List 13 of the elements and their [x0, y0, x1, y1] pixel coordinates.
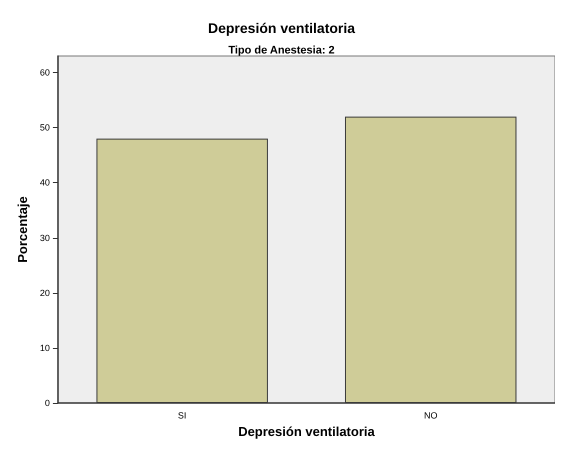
- chart-title: Depresión ventilatoria: [208, 20, 356, 36]
- y-axis-title: Porcentaje: [15, 196, 30, 263]
- y-tick-label: 40: [40, 178, 50, 188]
- x-tick-label: SI: [178, 410, 186, 420]
- y-tick-label: 10: [40, 342, 50, 353]
- y-tick-label: 50: [40, 122, 50, 133]
- x-tick-label: NO: [424, 410, 438, 420]
- chart-subtitle: Tipo de Anestesia: 2: [228, 44, 335, 56]
- y-tick-label: 60: [40, 68, 50, 78]
- y-tick-label: 30: [40, 232, 50, 243]
- y-tick-label: 20: [40, 288, 50, 298]
- y-tick-label: 0: [44, 398, 50, 408]
- x-axis-title: Depresión ventilatoria: [238, 424, 376, 439]
